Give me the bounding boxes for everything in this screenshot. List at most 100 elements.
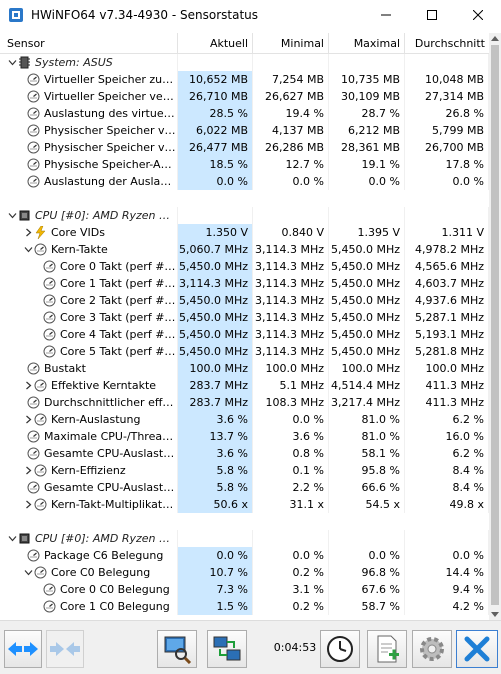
sensor-row[interactable]: Physischer Speicher verf... 26,477 MB 26,2… <box>0 139 489 156</box>
collapse-chevron-icon[interactable] <box>8 534 17 543</box>
sensor-row[interactable]: Core 0 Takt (perf #4/5) 5,450.0 MHz 3,114.… <box>0 258 489 275</box>
value-min: 0.840 V <box>253 224 329 241</box>
column-header-average[interactable]: Durchschnitt <box>414 36 485 50</box>
elapsed-time: 0:04:53 <box>273 641 317 654</box>
column-header-sensor[interactable]: Sensor <box>0 33 178 54</box>
tree-toggle[interactable] <box>22 411 34 428</box>
sensor-row[interactable]: Core 1 C0 Belegung 1.5 % 0.2 % 58.7 % 4.2 % <box>0 598 489 615</box>
compact-layout-button[interactable] <box>46 630 84 668</box>
vertical-scrollbar[interactable] <box>489 33 501 620</box>
logging-button[interactable] <box>157 630 197 668</box>
value-current: 5,450.0 MHz <box>178 343 253 360</box>
sensor-row[interactable]: Gesamte CPU-Auslastung 3.6 % 0.8 % 58.1 % 6.… <box>0 445 489 462</box>
sensor-row[interactable]: Core 0 C0 Belegung 7.3 % 3.1 % 67.6 % 9.4 % <box>0 581 489 598</box>
expand-chevron-icon[interactable] <box>24 466 33 475</box>
settings-button[interactable] <box>412 630 452 668</box>
sensor-row[interactable]: Kern-Takte 5,060.7 MHz 3,114.3 MHz 5,450.0 … <box>0 241 489 258</box>
sensor-row[interactable]: Gesamte CPU-Auslastung 5.8 % 2.2 % 66.6 % 8.… <box>0 479 489 496</box>
tree-toggle[interactable] <box>22 564 34 581</box>
tree-toggle[interactable] <box>22 224 34 241</box>
sensor-row[interactable]: Bustakt 100.0 MHz 100.0 MHz 100.0 MHz 100.0 … <box>0 360 489 377</box>
value-average: 0.0 % <box>405 547 489 564</box>
value-current: 283.7 MHz <box>178 377 253 394</box>
expand-chevron-icon[interactable] <box>24 228 33 237</box>
tree-toggle[interactable] <box>6 207 18 224</box>
value-current: 5,450.0 MHz <box>178 326 253 343</box>
expand-chevron-icon[interactable] <box>24 415 33 424</box>
value-max <box>329 530 405 547</box>
tree-toggle[interactable] <box>22 462 34 479</box>
tree-toggle[interactable] <box>6 54 18 71</box>
maximize-button[interactable] <box>409 0 455 30</box>
sensor-row[interactable]: Kern-Auslastung 3.6 % 0.0 % 81.0 % 6.2 % <box>0 411 489 428</box>
value-max: 28,361 MB <box>329 139 405 156</box>
scroll-up-arrow-icon[interactable] <box>491 36 499 41</box>
sensor-group-row[interactable]: System: ASUS <box>0 54 489 71</box>
value-max: 1.395 V <box>329 224 405 241</box>
double-arrow-disabled-icon <box>50 642 80 656</box>
collapse-chevron-icon[interactable] <box>24 568 33 577</box>
sensor-name-cell: Durchschnittlicher effekti... <box>0 394 178 411</box>
value-max: 0.0 % <box>329 547 405 564</box>
tree-toggle[interactable] <box>22 496 34 513</box>
sensor-label: CPU [#0]: AMD Ryzen 5 ... <box>35 209 177 222</box>
sensor-row[interactable]: Core VIDs 1.350 V 0.840 V 1.395 V 1.311 V <box>0 224 489 241</box>
sensor-label: Maximale CPU-/Thread-A... <box>44 430 177 443</box>
reset-timer-button[interactable] <box>320 630 360 668</box>
sensor-row[interactable]: Auslastung der Auslager... 0.0 % 0.0 % 0.0 … <box>0 173 489 190</box>
sensor-row[interactable]: Kern-Effizienz 5.8 % 0.1 % 95.8 % 8.4 % <box>0 462 489 479</box>
sensor-row[interactable]: Virtueller Speicher zugew...10,652 MB7,2… <box>0 71 489 88</box>
sensor-label: Kern-Auslastung <box>51 413 141 426</box>
tree-toggle[interactable] <box>22 241 34 258</box>
value-current: 3,114.3 MHz <box>178 275 253 292</box>
sensor-row[interactable]: Core 1 Takt (perf #5/6) 3,114.3 MHz 3,114.… <box>0 275 489 292</box>
close-sensors-button[interactable] <box>456 630 498 668</box>
sensor-row[interactable]: Maximale CPU-/Thread-A... 13.7 % 3.6 % 81.0… <box>0 428 489 445</box>
tree-toggle[interactable] <box>6 530 18 547</box>
sensor-row[interactable]: Core 5 Takt (perf #1/1) 5,450.0 MHz 3,114.… <box>0 343 489 360</box>
expand-chevron-icon[interactable] <box>24 381 33 390</box>
sensor-row[interactable]: Core C0 Belegung 10.7 % 0.2 % 96.8 % 14.4 % <box>0 564 489 581</box>
value-current: 6,022 MB <box>178 122 253 139</box>
sensor-row[interactable]: Auslastung des virtuellen...28.5 %19.4 %… <box>0 105 489 122</box>
minimize-button[interactable] <box>363 0 409 30</box>
sensor-name-cell: Core 1 C0 Belegung <box>0 598 178 615</box>
gauge-icon <box>43 345 56 358</box>
sensor-group-row[interactable]: CPU [#0]: AMD Ryzen 5 ... <box>0 207 489 224</box>
scrollbar-thumb[interactable] <box>491 45 499 605</box>
clock-icon <box>327 636 353 662</box>
toggle-layout-button[interactable] <box>4 630 42 668</box>
sensor-row[interactable]: Core 3 Takt (perf #1/2) 5,450.0 MHz 3,114.… <box>0 309 489 326</box>
scroll-down-arrow-icon[interactable] <box>491 612 499 617</box>
sensor-row[interactable]: Package C6 Belegung 0.0 % 0.0 % 0.0 % 0.0 % <box>0 547 489 564</box>
title-bar: HWiNFO64 v7.34-4930 - Sensorstatus <box>0 0 501 30</box>
network-button[interactable] <box>207 630 247 668</box>
sensor-row[interactable]: Durchschnittlicher effekti...283.7 MHz10… <box>0 394 489 411</box>
sensor-label: Core VIDs <box>51 226 105 239</box>
value-current: 3.6 % <box>178 411 253 428</box>
value-average: 8.4 % <box>405 462 489 479</box>
value-current: 0.0 % <box>178 547 253 564</box>
column-header-current[interactable]: Aktuell <box>178 33 253 54</box>
sensor-group-row[interactable]: CPU [#0]: AMD Ryzen 5 ... <box>0 530 489 547</box>
gauge-icon <box>43 277 56 290</box>
sensor-row[interactable]: Kern-Takt-Multiplikato... 50.6 x 31.1 x 54.… <box>0 496 489 513</box>
column-header-min[interactable]: Minimal <box>253 33 329 54</box>
gauge-icon <box>43 294 56 307</box>
value-current: 28.5 % <box>178 105 253 122</box>
value-average: 5,193.1 MHz <box>405 326 489 343</box>
sensor-row[interactable]: Core 4 Takt (perf #2/3) 5,450.0 MHz 3,114.… <box>0 326 489 343</box>
sensor-row[interactable]: Physischer Speicher ver... 6,022 MB 4,137 … <box>0 122 489 139</box>
collapse-chevron-icon[interactable] <box>8 58 17 67</box>
collapse-chevron-icon[interactable] <box>24 245 33 254</box>
close-window-button[interactable] <box>455 0 501 30</box>
sensor-row[interactable]: Physische Speicher-Ausla...18.5 %12.7 %1… <box>0 156 489 173</box>
add-report-button[interactable] <box>367 630 407 668</box>
column-header-max[interactable]: Maximal <box>329 33 405 54</box>
expand-chevron-icon[interactable] <box>24 500 33 509</box>
tree-toggle[interactable] <box>22 377 34 394</box>
collapse-chevron-icon[interactable] <box>8 211 17 220</box>
sensor-row[interactable]: Effektive Kerntakte 283.7 MHz 5.1 MHz 4,514… <box>0 377 489 394</box>
sensor-row[interactable]: Virtueller Speicher verfüg...26,710 MB26… <box>0 88 489 105</box>
sensor-row[interactable]: Core 2 Takt (perf #3/4) 5,450.0 MHz 3,114.… <box>0 292 489 309</box>
